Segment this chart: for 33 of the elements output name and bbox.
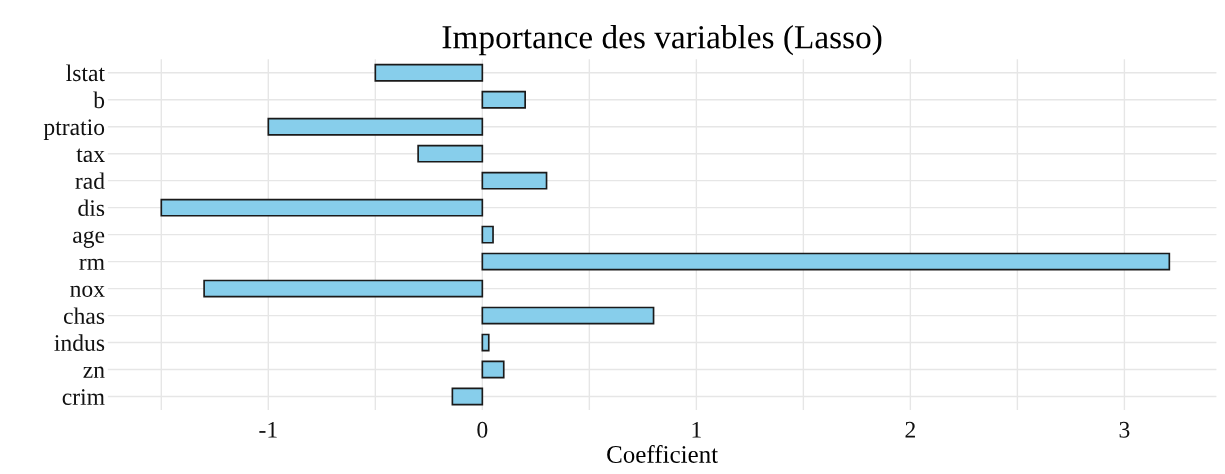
bar [481, 252, 1171, 271]
chart-title: Importance des variables (Lasso) [442, 25, 882, 56]
bar [481, 90, 526, 109]
bar [267, 117, 484, 136]
bar [417, 144, 484, 163]
y-tick-label: ptratio [43, 119, 105, 140]
x-tick-label: -1 [259, 421, 277, 438]
y-tick-label: rad [75, 172, 105, 190]
x-tick-label: 1 [692, 421, 701, 438]
x-tick-label: 3 [1119, 421, 1130, 438]
bar [481, 225, 494, 244]
x-axis-title: Coefficient [607, 445, 718, 463]
bar [451, 387, 484, 406]
x-tick-label: 2 [905, 421, 915, 438]
y-tick-label: rm [79, 258, 105, 270]
bar [481, 333, 490, 352]
y-tick-label: chas [63, 307, 105, 324]
bar [374, 63, 484, 82]
y-tick-label: tax [76, 148, 105, 163]
y-tick-label: zn [83, 366, 105, 378]
y-tick-label: indus [54, 334, 105, 351]
bar [481, 360, 505, 379]
bar [481, 306, 655, 325]
y-tick-label: age [73, 230, 105, 248]
y-tick-label: nox [70, 285, 105, 298]
y-tick-label: dis [78, 199, 105, 217]
x-tick-label: 0 [477, 421, 488, 438]
bar [160, 198, 484, 217]
y-tick-label: b [93, 91, 105, 109]
bar [481, 171, 548, 190]
y-tick-label: lstat [66, 64, 105, 82]
bar [203, 279, 484, 298]
y-tick-label: crim [62, 389, 105, 405]
